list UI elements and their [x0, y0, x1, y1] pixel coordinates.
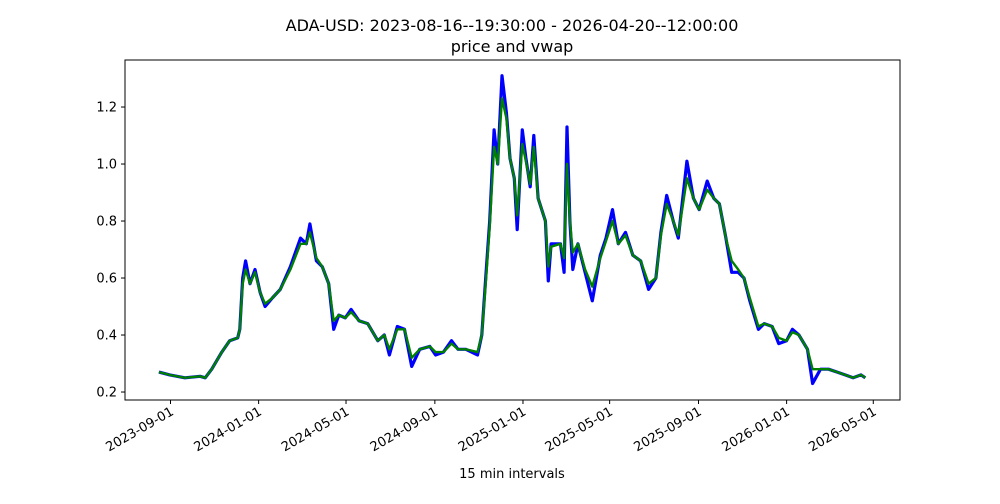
x-axis: 2023-09-01 2024-01-01 2024-05-01 2024-09-01… — [104, 400, 879, 455]
x-tick-label: 2024-09-01 — [368, 404, 441, 455]
plot-frame — [124, 59, 901, 401]
x-tick-label: 2023-09-01 — [104, 404, 177, 455]
x-tick-label: 2026-05-01 — [806, 404, 879, 455]
y-tick-label: 0.8 — [96, 215, 117, 230]
y-tick-label: 1.2 — [96, 101, 117, 116]
series-layer — [158, 74, 867, 386]
x-tick-label: 2025-05-01 — [543, 404, 616, 455]
x-tick-label: 2025-09-01 — [632, 404, 705, 455]
series-price-line — [158, 74, 867, 386]
x-tick-label: 2025-01-01 — [456, 404, 529, 455]
y-tick-label: 1.0 — [96, 158, 117, 173]
series-vwap-line — [158, 97, 866, 379]
x-axis-label: 15 min intervals — [459, 467, 565, 482]
x-tick-label: 2024-05-01 — [279, 404, 352, 455]
x-tick-label: 2026-01-01 — [720, 404, 793, 455]
y-tick-label: 0.4 — [96, 329, 117, 344]
x-tick-label: 2024-01-01 — [192, 404, 265, 455]
y-tick-label: 0.6 — [96, 272, 117, 287]
chart-title: ADA-USD: 2023-08-16--19:30:00 - 2026-04-… — [286, 16, 739, 35]
y-axis: 0.2 0.4 0.6 0.8 1.0 1.2 — [96, 101, 125, 401]
chart-subtitle: price and vwap — [451, 37, 574, 56]
y-tick-label: 0.2 — [96, 386, 117, 401]
